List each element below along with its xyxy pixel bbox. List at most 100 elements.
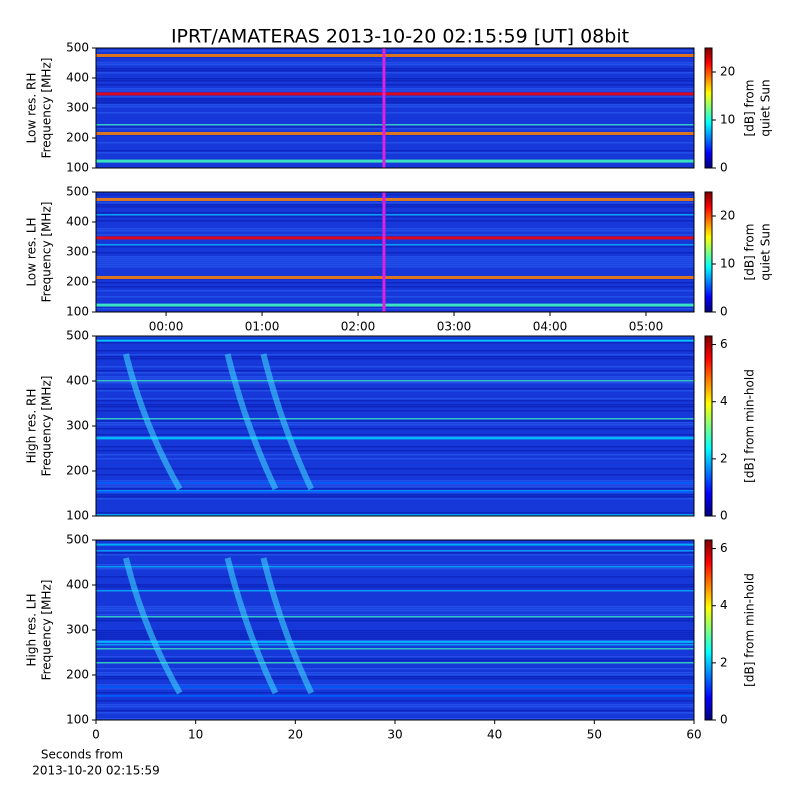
y-axis-label: Low res. LH xyxy=(25,217,39,286)
spectrogram-row xyxy=(96,484,694,486)
spectrogram-row xyxy=(96,496,694,498)
colorbar-label: [dB] from min-hold xyxy=(743,573,757,687)
x-tick-label: 20 xyxy=(288,728,303,742)
spectrogram-row xyxy=(96,262,694,264)
spectrogram-row xyxy=(96,214,694,216)
y-tick-label: 500 xyxy=(66,329,89,343)
spectrogram-row xyxy=(96,636,694,638)
colorbar-tick-label: 20 xyxy=(720,65,735,79)
spectrogram-row xyxy=(96,376,694,378)
spectrogram-row xyxy=(96,400,694,402)
x-tick-label: 30 xyxy=(387,728,402,742)
colorbar-tick-label: 0 xyxy=(720,509,728,523)
spectrogram-row xyxy=(96,490,694,492)
y-tick-label: 300 xyxy=(66,623,89,637)
colorbar-tick-label: 4 xyxy=(720,394,728,408)
spectrogram-row xyxy=(96,380,694,382)
spectrogram-row xyxy=(96,648,694,650)
spectrogram-row xyxy=(96,336,694,338)
spectrogram-row xyxy=(96,266,694,268)
x-tick-label: 60 xyxy=(686,728,701,742)
colorbar-label: [dB] from xyxy=(743,224,757,281)
spectrogram-band xyxy=(96,640,694,643)
spectrogram-row xyxy=(96,342,694,344)
burst-drift xyxy=(224,557,279,695)
spectrogram-row xyxy=(96,126,694,128)
y-axis-label: Frequency [MHz] xyxy=(40,202,54,303)
spectrogram-row xyxy=(96,194,694,196)
y-tick-label: 200 xyxy=(66,131,89,145)
spectrogram-row xyxy=(96,608,694,610)
y-tick-label: 400 xyxy=(66,215,89,229)
y-tick-label: 400 xyxy=(66,374,89,388)
spectrogram-row xyxy=(96,378,694,380)
spectrogram-row xyxy=(96,684,694,686)
spectrogram-row xyxy=(96,256,694,258)
y-axis-label: Low res. RH xyxy=(25,73,39,144)
spectrogram-band xyxy=(96,685,694,688)
spectrogram-row xyxy=(96,80,694,82)
spectrogram-row xyxy=(96,104,694,106)
x-tick-label: 10 xyxy=(188,728,203,742)
spectrogram-row xyxy=(96,620,694,622)
spectrogram-row xyxy=(96,50,694,52)
spectrogram-row xyxy=(96,512,694,514)
x-axis-label: 2013-10-20 02:15:59 xyxy=(32,764,159,778)
spectrogram-band xyxy=(96,339,694,342)
spectrogram-band xyxy=(96,132,694,135)
x-axis-label: Seconds from xyxy=(41,748,123,762)
spectrogram-row xyxy=(96,614,694,616)
colorbar-label: quiet Sun xyxy=(759,223,773,280)
burst-drift xyxy=(122,353,183,491)
spectrogram xyxy=(96,48,694,168)
spectrogram-row xyxy=(96,450,694,452)
y-tick-label: 100 xyxy=(66,509,89,523)
colorbar-tick-label: 20 xyxy=(720,209,735,223)
spectrogram-row xyxy=(96,102,694,104)
colorbar-label: [dB] from min-hold xyxy=(743,369,757,483)
spectrogram-row xyxy=(96,418,694,420)
spectrogram-row xyxy=(96,672,694,674)
y-tick-label: 400 xyxy=(66,71,89,85)
y-tick-label: 500 xyxy=(66,41,89,55)
colorbar-tick-label: 0 xyxy=(720,305,728,319)
spectrogram-row xyxy=(96,206,694,208)
spectrogram-row xyxy=(96,568,694,570)
x-tick-label: 01:00 xyxy=(245,320,280,334)
spectrogram-row xyxy=(96,692,694,694)
spectrogram-row xyxy=(96,398,694,400)
spectrogram-row xyxy=(96,606,694,608)
spectrogram-row xyxy=(96,356,694,358)
spectrogram xyxy=(96,336,694,516)
spectrogram-row xyxy=(96,128,694,130)
spectrogram-row xyxy=(96,112,694,114)
spectrogram-row xyxy=(96,216,694,218)
spectrogram-row xyxy=(96,710,694,712)
spectrogram-row xyxy=(96,70,694,72)
spectrogram-row xyxy=(96,246,694,248)
spectrogram-row xyxy=(96,152,694,154)
colorbar xyxy=(704,47,713,169)
spectrogram-row xyxy=(96,554,694,556)
spectrogram-row xyxy=(96,202,694,204)
spectrogram-row xyxy=(96,88,694,90)
spectrogram-row xyxy=(96,446,694,448)
spectrogram-row xyxy=(96,306,694,308)
spectrogram-row xyxy=(96,282,694,284)
colorbar-tick-label: 0 xyxy=(720,713,728,727)
spectrogram-band xyxy=(96,436,694,439)
y-tick-label: 300 xyxy=(66,101,89,115)
spectrogram-row xyxy=(96,124,694,126)
spectrogram-row xyxy=(96,404,694,406)
spectrogram-row xyxy=(96,68,694,70)
spectrogram-row xyxy=(96,474,694,476)
y-tick-label: 100 xyxy=(66,713,89,727)
spectrogram-row xyxy=(96,244,694,246)
spectrogram xyxy=(96,540,694,720)
spectrogram-row xyxy=(96,230,694,232)
colorbar-tick-label: 4 xyxy=(720,598,728,612)
spectrogram-row xyxy=(96,704,694,706)
colorbar-tick-label: 6 xyxy=(720,337,728,351)
spectrogram-row xyxy=(96,204,694,206)
